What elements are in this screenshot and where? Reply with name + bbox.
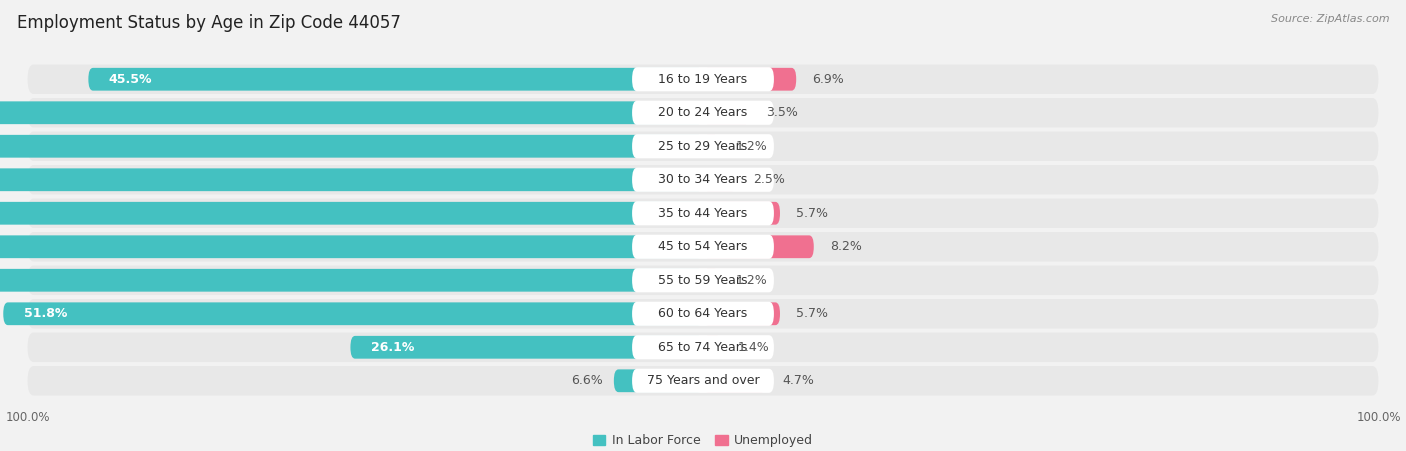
Text: 51.8%: 51.8% <box>24 307 67 320</box>
FancyBboxPatch shape <box>633 369 773 393</box>
FancyBboxPatch shape <box>28 232 1378 262</box>
Text: Employment Status by Age in Zip Code 44057: Employment Status by Age in Zip Code 440… <box>17 14 401 32</box>
Text: 55 to 59 Years: 55 to 59 Years <box>658 274 748 287</box>
FancyBboxPatch shape <box>703 168 737 191</box>
FancyBboxPatch shape <box>633 134 773 158</box>
Text: Source: ZipAtlas.com: Source: ZipAtlas.com <box>1271 14 1389 23</box>
FancyBboxPatch shape <box>0 168 703 191</box>
FancyBboxPatch shape <box>350 336 703 359</box>
FancyBboxPatch shape <box>703 302 780 325</box>
Text: 1.2%: 1.2% <box>735 140 768 153</box>
Text: 45 to 54 Years: 45 to 54 Years <box>658 240 748 253</box>
Text: 1.2%: 1.2% <box>735 274 768 287</box>
Text: 16 to 19 Years: 16 to 19 Years <box>658 73 748 86</box>
Text: 6.6%: 6.6% <box>571 374 603 387</box>
Text: 30 to 34 Years: 30 to 34 Years <box>658 173 748 186</box>
FancyBboxPatch shape <box>633 302 773 326</box>
FancyBboxPatch shape <box>28 98 1378 128</box>
FancyBboxPatch shape <box>633 168 773 192</box>
Text: 3.5%: 3.5% <box>766 106 799 119</box>
FancyBboxPatch shape <box>633 235 773 259</box>
Text: 4.7%: 4.7% <box>783 374 814 387</box>
Text: 5.7%: 5.7% <box>796 207 828 220</box>
FancyBboxPatch shape <box>0 202 703 225</box>
FancyBboxPatch shape <box>28 366 1378 396</box>
Text: 25 to 29 Years: 25 to 29 Years <box>658 140 748 153</box>
FancyBboxPatch shape <box>0 235 703 258</box>
Text: 26.1%: 26.1% <box>371 341 413 354</box>
FancyBboxPatch shape <box>703 235 814 258</box>
FancyBboxPatch shape <box>633 335 773 359</box>
FancyBboxPatch shape <box>3 302 703 325</box>
FancyBboxPatch shape <box>703 135 720 158</box>
Text: 35 to 44 Years: 35 to 44 Years <box>658 207 748 220</box>
Legend: In Labor Force, Unemployed: In Labor Force, Unemployed <box>588 429 818 451</box>
FancyBboxPatch shape <box>633 101 773 125</box>
Text: 6.9%: 6.9% <box>813 73 844 86</box>
FancyBboxPatch shape <box>703 369 766 392</box>
Text: 20 to 24 Years: 20 to 24 Years <box>658 106 748 119</box>
Text: 60 to 64 Years: 60 to 64 Years <box>658 307 748 320</box>
FancyBboxPatch shape <box>28 198 1378 228</box>
FancyBboxPatch shape <box>703 336 721 359</box>
FancyBboxPatch shape <box>0 269 703 292</box>
FancyBboxPatch shape <box>28 266 1378 295</box>
FancyBboxPatch shape <box>633 67 773 91</box>
Text: 65 to 74 Years: 65 to 74 Years <box>658 341 748 354</box>
Text: 45.5%: 45.5% <box>108 73 152 86</box>
Text: 5.7%: 5.7% <box>796 307 828 320</box>
FancyBboxPatch shape <box>703 101 751 124</box>
FancyBboxPatch shape <box>614 369 703 392</box>
FancyBboxPatch shape <box>633 268 773 292</box>
Text: 2.5%: 2.5% <box>754 173 785 186</box>
FancyBboxPatch shape <box>28 332 1378 362</box>
FancyBboxPatch shape <box>703 202 780 225</box>
Text: 75 Years and over: 75 Years and over <box>647 374 759 387</box>
FancyBboxPatch shape <box>0 135 703 158</box>
Text: 8.2%: 8.2% <box>830 240 862 253</box>
FancyBboxPatch shape <box>28 132 1378 161</box>
FancyBboxPatch shape <box>28 299 1378 328</box>
Text: 1.4%: 1.4% <box>738 341 770 354</box>
FancyBboxPatch shape <box>28 64 1378 94</box>
FancyBboxPatch shape <box>28 165 1378 194</box>
FancyBboxPatch shape <box>703 68 796 91</box>
FancyBboxPatch shape <box>633 201 773 226</box>
FancyBboxPatch shape <box>0 101 703 124</box>
FancyBboxPatch shape <box>89 68 703 91</box>
FancyBboxPatch shape <box>703 269 720 292</box>
